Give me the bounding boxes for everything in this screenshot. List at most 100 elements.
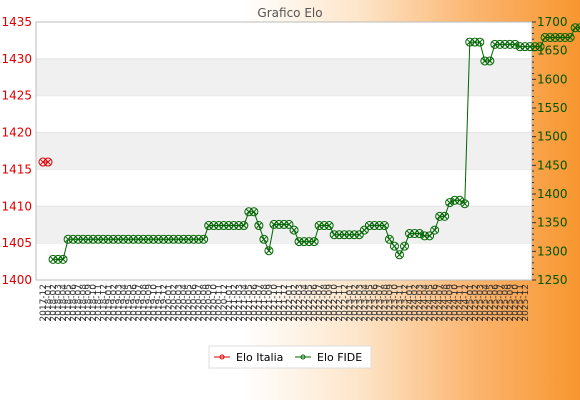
right-tick-label: 1700 [537, 15, 568, 29]
data-point-marker [249, 207, 259, 217]
data-point-marker [274, 219, 284, 229]
data-point-marker [239, 221, 249, 231]
data-point [254, 221, 264, 231]
data-point-marker [174, 234, 184, 244]
legend: Elo Italia Elo FIDE [208, 345, 372, 369]
x-tick-label: 2023-12 [401, 284, 411, 322]
data-point-marker [53, 254, 63, 264]
series-layer [38, 23, 580, 264]
x-tick-label: 2025-02 [471, 284, 481, 322]
data-point-marker [400, 241, 409, 251]
data-point-marker [374, 221, 384, 231]
left-tick-label: 1415 [1, 162, 32, 176]
x-tick-label: 2020-07 [195, 284, 205, 322]
data-point-marker [164, 234, 174, 244]
data-point-marker [510, 39, 520, 49]
x-tick-label: 2024-03 [416, 284, 426, 322]
right-tick-label: 1400 [537, 187, 568, 201]
right-tick-label: 1250 [537, 273, 568, 287]
x-tick-label: 2021-12 [280, 284, 290, 322]
x-tick-label: 2022-02 [290, 284, 300, 322]
data-point-marker [68, 234, 78, 244]
x-tick-label: 2022-07 [315, 284, 325, 322]
left-tick-label: 1430 [1, 52, 32, 66]
data-point-cross [461, 200, 468, 207]
data-point [239, 221, 249, 231]
data-point-marker [224, 221, 234, 231]
data-point [284, 219, 294, 229]
data-point-marker [349, 230, 359, 240]
data-point-marker [299, 237, 309, 247]
data-point [259, 234, 269, 244]
data-point [199, 234, 209, 244]
data-point [440, 211, 450, 221]
x-tick-label: 2018-10 [89, 284, 99, 322]
data-point-marker [103, 234, 113, 244]
data-point-marker [405, 229, 415, 239]
data-point [485, 56, 495, 66]
data-point [43, 157, 53, 167]
x-tick-label: 2023-08 [380, 284, 390, 322]
data-point-marker [540, 32, 550, 42]
data-point-marker [123, 234, 133, 244]
data-point-cross [476, 39, 483, 45]
x-tick-label: 2019-08 [139, 284, 149, 322]
data-point-marker [153, 234, 163, 244]
plot-border [35, 21, 533, 281]
right-tick-label: 1600 [537, 72, 568, 86]
data-point-cross [416, 230, 423, 237]
data-point-marker [389, 241, 399, 251]
data-point-marker [359, 225, 369, 235]
x-tick-label: 2021-03 [235, 284, 245, 322]
legend-swatch-marker [219, 354, 225, 360]
x-tick-label: 2023-04 [360, 284, 370, 322]
x-tick-label: 2019-12 [160, 284, 170, 322]
plot-background [35, 21, 533, 281]
x-tick-label: 2022-10 [330, 284, 340, 322]
x-tick-label: 2021-05 [245, 284, 255, 322]
data-point-marker [58, 254, 68, 264]
data-point-marker [394, 250, 404, 260]
x-tick-label: 2024-09 [446, 284, 456, 322]
x-tick-label: 2023-05 [365, 284, 375, 322]
data-point-cross [326, 222, 333, 229]
data-point-marker [344, 230, 354, 240]
data-point-cross [291, 227, 297, 233]
x-tick-label: 2020-04 [180, 284, 190, 322]
right-axis-ticks: 1250 1300 1350 1400 1450 1500 1550 1600 1650 1700 [532, 15, 568, 287]
data-point-marker [379, 221, 389, 231]
x-tick-label: 2021-01 [225, 284, 235, 322]
right-tick-label: 1650 [537, 44, 568, 58]
data-point-marker [43, 157, 53, 167]
x-tick-label: 2018-04 [59, 284, 69, 322]
x-tick-label: 2020-10 [210, 284, 220, 322]
x-tick-label: 2023-03 [355, 284, 365, 322]
data-point-marker [118, 234, 128, 244]
data-point-marker [83, 234, 93, 244]
x-tick-label: 2019-02 [109, 284, 119, 322]
data-point-marker [48, 254, 58, 264]
data-point-marker [93, 234, 103, 244]
data-point-cross [577, 27, 580, 31]
data-point-marker [435, 211, 445, 221]
data-point-cross [386, 236, 393, 243]
x-tick-label: 2022-09 [325, 284, 335, 322]
data-point-marker [38, 157, 48, 167]
data-point-marker [530, 42, 540, 52]
x-tick-label: 2022-08 [320, 284, 330, 322]
data-point-marker [284, 219, 294, 229]
x-tick-label: 2021-10 [270, 284, 280, 322]
x-tick-label: 2024-04 [421, 284, 431, 322]
legend-box [208, 345, 372, 369]
data-point-marker [189, 234, 199, 244]
data-point-marker [204, 221, 214, 231]
data-point-marker [259, 234, 269, 244]
legend-label: Elo Italia [236, 351, 283, 364]
data-point-marker [470, 37, 480, 47]
data-point-cross [577, 24, 580, 29]
x-tick-label: 2020-06 [190, 284, 200, 322]
data-point-marker [214, 221, 224, 231]
x-tick-label: 2024-11 [456, 284, 466, 322]
data-point-cross [286, 221, 292, 228]
